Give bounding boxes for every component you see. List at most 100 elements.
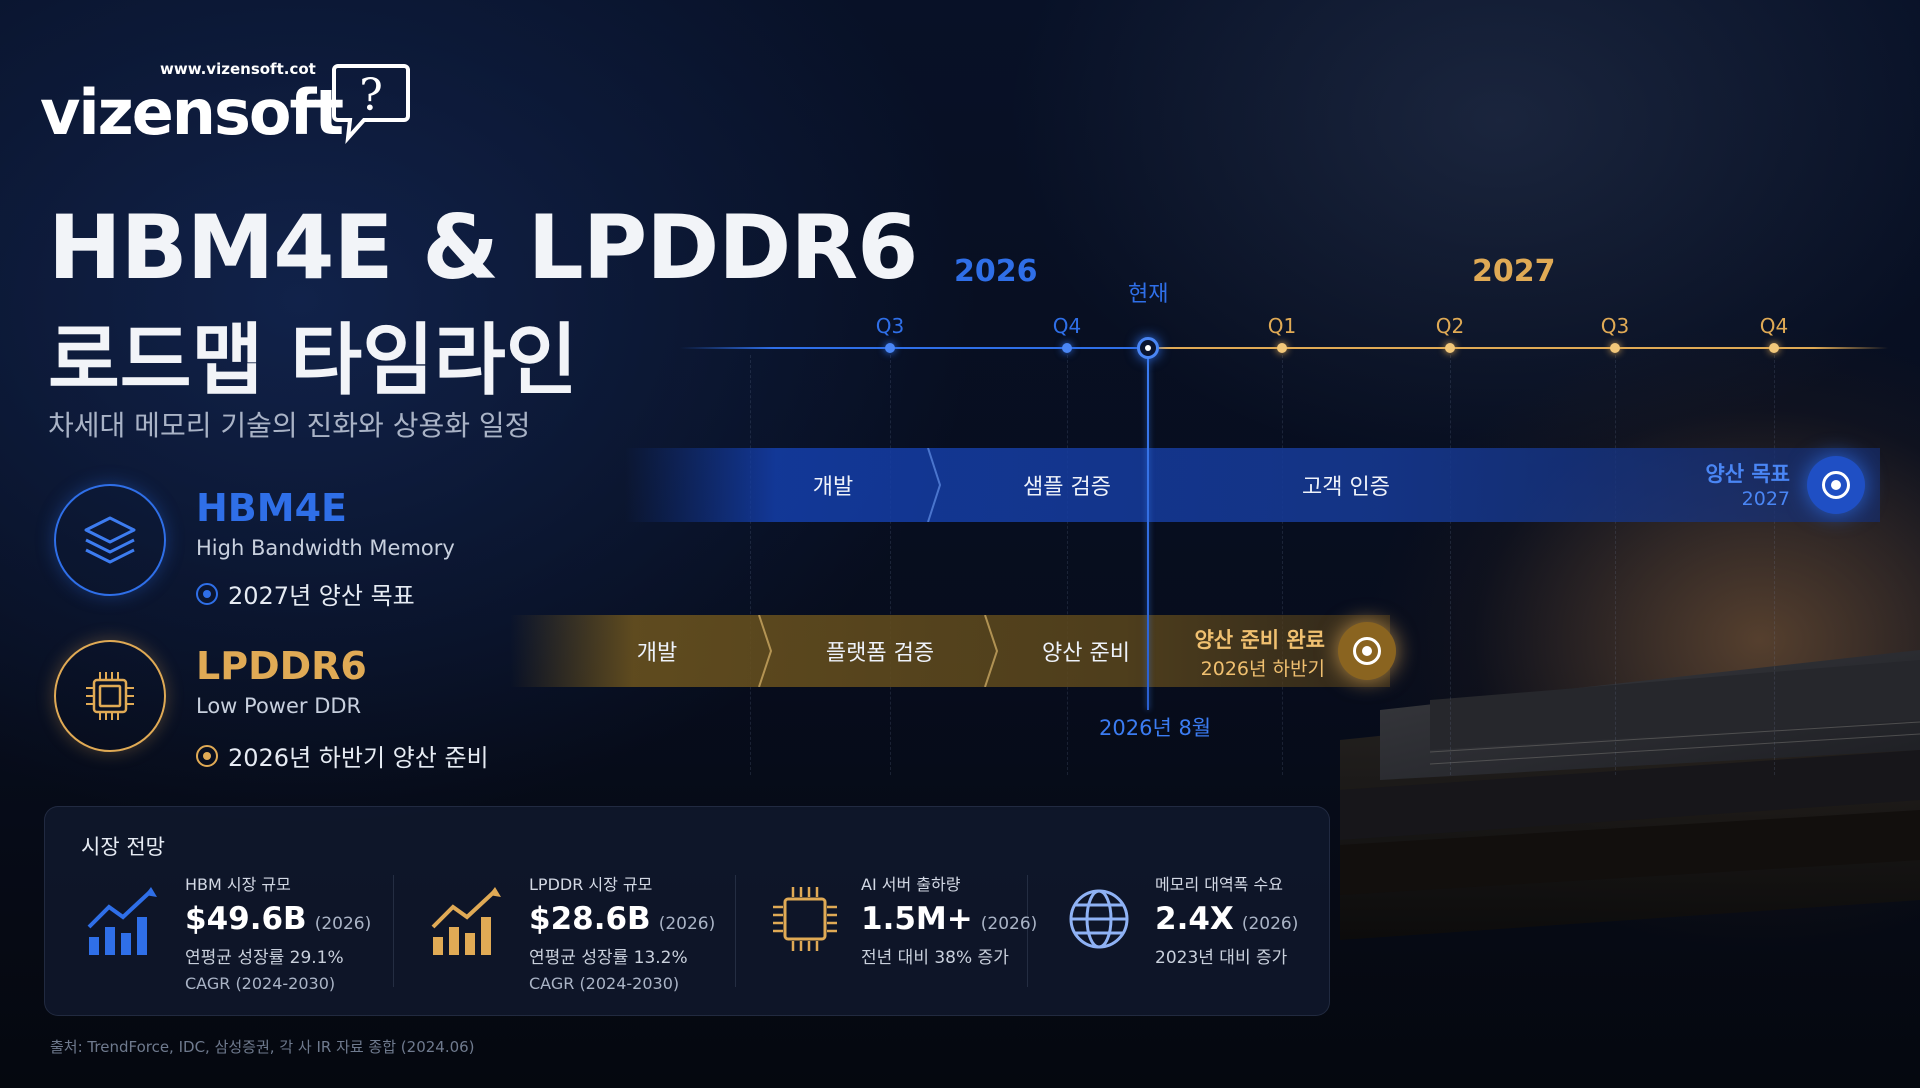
guide-line-2026-q4 [1067, 355, 1068, 775]
now-line [1147, 348, 1149, 710]
hbm4e-target-text: 2027년 양산 목표 [228, 582, 415, 610]
memory-module-illustration [1340, 650, 1920, 940]
market-value-text: 2.4X [1155, 901, 1234, 937]
market-label: AI 서버 출하량 [861, 875, 961, 894]
brand-name: vizensoft [40, 76, 344, 149]
stacked-layers-icon [84, 516, 136, 564]
quarter-dot [1769, 343, 1779, 353]
now-marker [1137, 337, 1159, 359]
market-value: $28.6B (2026) [529, 901, 715, 937]
divider [735, 875, 736, 987]
timeline-axis-2026 [680, 347, 1148, 349]
bar-chart-up-icon [431, 887, 501, 955]
phase-chevron [927, 448, 942, 522]
page-title: HBM4E & LPDDR6 [48, 196, 918, 299]
market-item-hbm: HBM 시장 규모 $49.6B (2026) 연평균 성장률 29.1% CAG… [185, 871, 371, 993]
market-title: 시장 전망 [81, 835, 165, 859]
quarter-2027-q2: Q2 [1435, 314, 1465, 338]
market-outlook-panel: 시장 전망 HBM 시장 규모 $49.6B (2026) 연평균 성장률 29.… [44, 806, 1330, 1016]
guide-line-2026-q3b [890, 355, 891, 775]
lpddr6-phase-develop: 개발 [636, 641, 678, 666]
market-year: (2026) [314, 914, 372, 934]
guide-line-2027-q4 [1774, 355, 1775, 775]
quarter-dot [1277, 343, 1287, 353]
market-item-ai-server: AI 서버 출하량 1.5M+ (2026) 전년 대비 38% 증가 [861, 871, 1037, 991]
quarter-dot [885, 343, 895, 353]
question-speech-bubble-icon: ? [332, 64, 410, 144]
source-note: 출처: TrendForce, IDC, 삼성증권, 각 사 IR 자료 종합 … [50, 1038, 475, 1056]
bar-chart-up-icon [87, 887, 157, 955]
lpddr6-phase-prep: 양산 준비 [1042, 641, 1130, 666]
hbm4e-desc: High Bandwidth Memory [196, 536, 455, 560]
market-label: 메모리 대역폭 수요 [1155, 875, 1283, 894]
now-label: 현재 [1128, 282, 1169, 307]
page-subtitle: 차세대 메모리 기술의 진화와 상용화 일정 [48, 409, 531, 442]
market-value-text: $28.6B [529, 901, 651, 937]
svg-text:?: ? [359, 70, 383, 121]
hbm4e-track-bar [625, 448, 1880, 522]
globe-icon [1069, 889, 1129, 949]
quarter-2026-q3: Q3 [875, 314, 905, 338]
market-item-bandwidth: 메모리 대역폭 수요 2.4X (2026) 2023년 대비 증가 [1155, 871, 1298, 991]
market-label: LPDDR 시장 규모 [529, 875, 653, 894]
hbm4e-milestone-date: 2027 [1741, 488, 1790, 510]
year-2026: 2026 [954, 254, 1038, 289]
lpddr6-phase-platform: 플랫폼 검증 [825, 641, 935, 666]
guide-line-2027-q3 [1615, 355, 1616, 775]
hbm4e-icon-ring [54, 484, 166, 596]
market-value-text: 1.5M+ [861, 901, 973, 937]
lpddr6-icon-ring [54, 640, 166, 752]
hbm4e-milestone-label: 양산 목표 [1705, 462, 1790, 486]
quarter-dot [1610, 343, 1620, 353]
memory-chip-icon [86, 672, 134, 720]
target-icon [196, 744, 218, 767]
now-date: 2026년 8월 [1099, 716, 1212, 740]
quarter-2027-q3: Q3 [1600, 314, 1630, 338]
market-value-text: $49.6B [185, 901, 307, 937]
guide-line-2027-q1 [1282, 355, 1283, 775]
lpddr6-target-text: 2026년 하반기 양산 준비 [228, 744, 489, 772]
market-label: HBM 시장 규모 [185, 875, 291, 894]
market-value: 2.4X (2026) [1155, 901, 1298, 937]
brand-logo: www.vizensoft.cot vizensoft ? [40, 60, 420, 152]
guide-line-2027-q2 [1450, 355, 1451, 775]
quarter-2027-q4: Q4 [1759, 314, 1789, 338]
market-sub: 2023년 대비 증가 [1155, 948, 1288, 968]
market-sub: 전년 대비 38% 증가 [861, 948, 1009, 968]
hbm4e-name: HBM4E [196, 486, 347, 530]
market-value: $49.6B (2026) [185, 901, 371, 937]
hbm4e-phase-sample: 샘플 검증 [1023, 475, 1111, 500]
brand-url: www.vizensoft.cot [160, 60, 316, 78]
lpddr6-target: 2026년 하반기 양산 준비 [196, 738, 489, 773]
market-value: 1.5M+ (2026) [861, 901, 1037, 937]
market-sub: 연평균 성장률 13.2% [529, 948, 688, 968]
hbm4e-phase-develop: 개발 [812, 475, 854, 500]
divider [1027, 875, 1028, 987]
lpddr6-milestone-date: 2026년 하반기 [1200, 658, 1325, 680]
lpddr6-milestone-label: 양산 준비 완료 [1194, 628, 1325, 652]
market-year: (2026) [658, 914, 716, 934]
hbm4e-phase-qualify: 고객 인증 [1302, 475, 1390, 500]
market-sub: 연평균 성장률 29.1% [185, 948, 344, 968]
market-year: (2026) [1241, 914, 1299, 934]
divider [393, 875, 394, 987]
phase-chevron [758, 615, 773, 687]
market-sub2: CAGR (2024-2030) [529, 974, 680, 993]
market-sub2: CAGR (2024-2030) [185, 974, 336, 993]
cpu-chip-icon [773, 887, 837, 951]
timeline-axis-2027 [1148, 347, 1888, 349]
guide-line-2026-q3 [750, 355, 751, 775]
market-year: (2026) [980, 914, 1038, 934]
lpddr6-name: LPDDR6 [196, 644, 367, 688]
lpddr6-target-icon [1338, 622, 1396, 680]
target-icon [196, 582, 218, 605]
lpddr6-track-bar [510, 615, 1390, 687]
hbm4e-target-icon [1807, 456, 1865, 514]
market-item-lpddr: LPDDR 시장 규모 $28.6B (2026) 연평균 성장률 13.2% C… [529, 871, 715, 993]
quarter-2026-q4: Q4 [1052, 314, 1082, 338]
lpddr6-desc: Low Power DDR [196, 694, 362, 718]
quarter-dot [1445, 343, 1455, 353]
quarter-2027-q1: Q1 [1267, 314, 1297, 338]
phase-chevron [984, 615, 999, 687]
quarter-dot [1062, 343, 1072, 353]
